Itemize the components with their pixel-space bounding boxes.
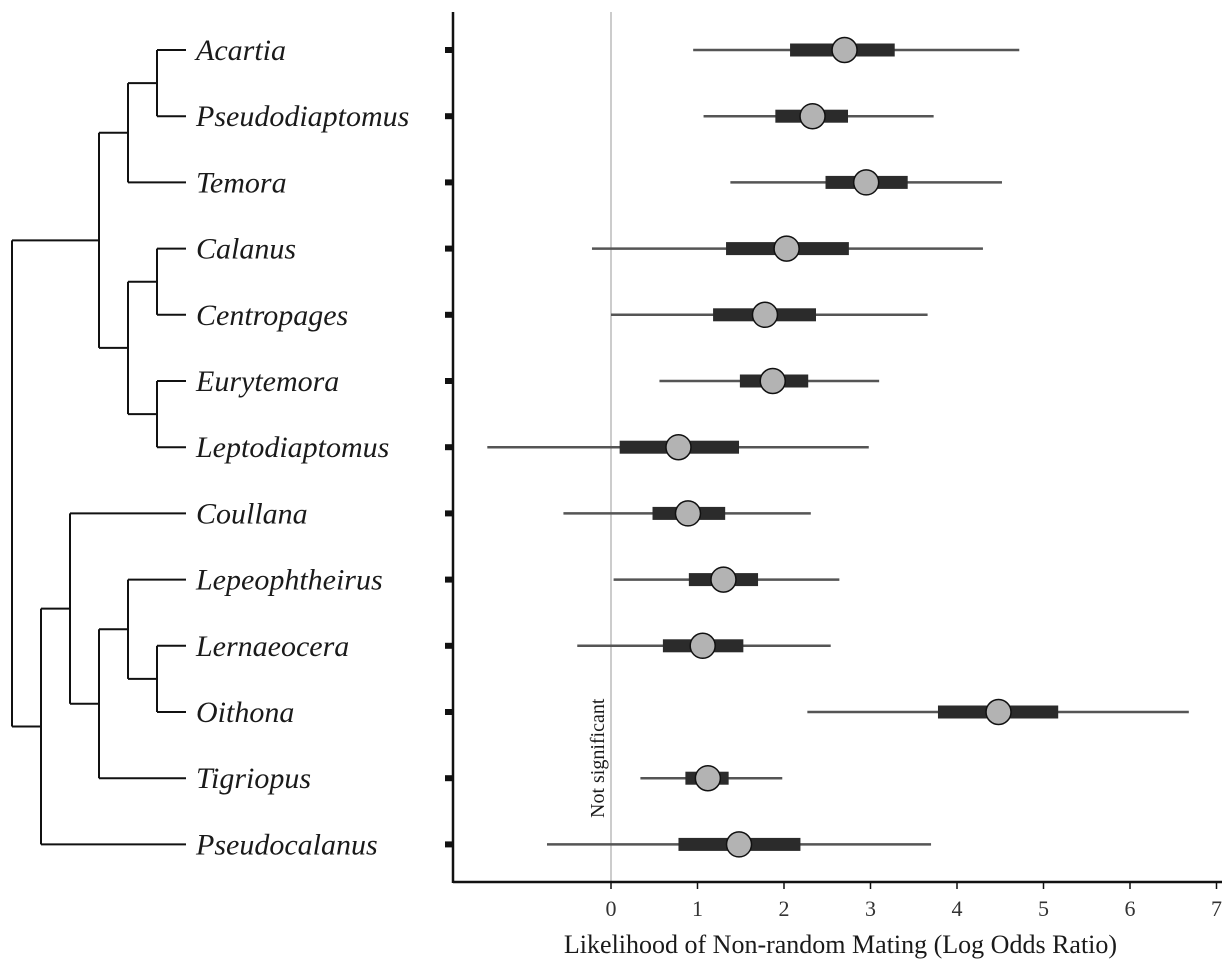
x-tick-label: 0	[606, 896, 617, 921]
reference-line-label: Not significant	[587, 698, 609, 818]
y-tick	[445, 775, 453, 782]
point-estimate	[985, 698, 1012, 726]
point-estimate	[689, 632, 716, 660]
taxon-label: Oithona	[196, 696, 294, 729]
estimate-row-lepeophtheirus	[445, 566, 840, 593]
taxon-label: Leptodiaptomus	[195, 431, 389, 464]
point-estimate	[694, 764, 722, 792]
point-estimate	[665, 433, 692, 461]
estimate-row-temora	[445, 169, 1002, 196]
y-tick	[445, 245, 453, 252]
taxon-labels: Acartia Pseudodiaptomus Temora Calanus Centr…	[194, 34, 409, 861]
taxon-label: Eurytemora	[195, 365, 339, 398]
taxon-label: Tigriopus	[196, 762, 311, 795]
estimate-row-calanus	[445, 235, 983, 262]
y-tick	[445, 444, 453, 451]
taxon-label: Temora	[196, 166, 287, 199]
x-tick-label: 1	[692, 896, 703, 921]
x-tick-label: 6	[1125, 896, 1136, 921]
y-tick	[445, 642, 453, 649]
taxon-label: Calanus	[196, 233, 296, 266]
estimate-row-leptodiaptomus	[445, 433, 869, 461]
estimate-row-tigriopus	[445, 764, 783, 792]
estimate-row-oithona	[445, 698, 1189, 726]
taxon-label: Pseudocalanus	[195, 828, 378, 861]
taxon-label: Coullana	[196, 497, 308, 530]
plot-area: Not significant 0 1 2 3 4 5 6 7 Likelihood of N…	[445, 12, 1222, 959]
estimate-rows	[445, 36, 1189, 858]
y-tick	[445, 378, 453, 384]
y-tick	[445, 841, 453, 848]
estimate-row-centropages	[445, 301, 928, 329]
point-estimate	[710, 566, 737, 593]
phylogenetic-tree	[11, 49, 186, 846]
point-estimate	[831, 36, 858, 64]
y-tick	[445, 311, 453, 318]
y-tick	[445, 47, 453, 53]
point-estimate	[759, 367, 787, 395]
estimate-row-lernaeocera	[445, 632, 831, 660]
estimate-row-pseudodiaptomus	[445, 102, 934, 130]
estimate-row-coullana	[445, 500, 811, 527]
point-estimate	[799, 102, 826, 130]
point-estimate	[725, 831, 753, 858]
point-estimate	[674, 500, 702, 527]
point-estimate	[773, 235, 800, 262]
y-tick	[445, 113, 453, 120]
y-tick	[445, 510, 453, 517]
x-tick-label: 7	[1211, 896, 1222, 921]
point-estimate	[751, 301, 779, 329]
estimate-row-eurytemora	[445, 367, 880, 395]
y-tick	[445, 576, 453, 583]
x-tick-label: 4	[952, 896, 963, 921]
point-estimate	[852, 169, 880, 196]
taxon-label: Lernaeocera	[195, 630, 349, 663]
x-axis-title: Likelihood of Non-random Mating (Log Odd…	[564, 930, 1117, 959]
estimate-row-acartia	[445, 36, 1020, 64]
x-tick-label: 5	[1038, 896, 1049, 921]
y-tick	[445, 179, 453, 186]
x-axis-ticks: 0 1 2 3 4 5 6 7	[606, 882, 1222, 921]
taxon-label: Lepeophtheirus	[195, 564, 383, 597]
taxon-label: Pseudodiaptomus	[195, 100, 409, 133]
estimate-row-pseudocalanus	[445, 831, 932, 858]
taxon-label: Acartia	[194, 34, 286, 67]
x-tick-label: 3	[865, 896, 876, 921]
taxon-label: Centropages	[196, 299, 348, 332]
y-tick	[445, 709, 453, 715]
x-tick-label: 2	[779, 896, 790, 921]
